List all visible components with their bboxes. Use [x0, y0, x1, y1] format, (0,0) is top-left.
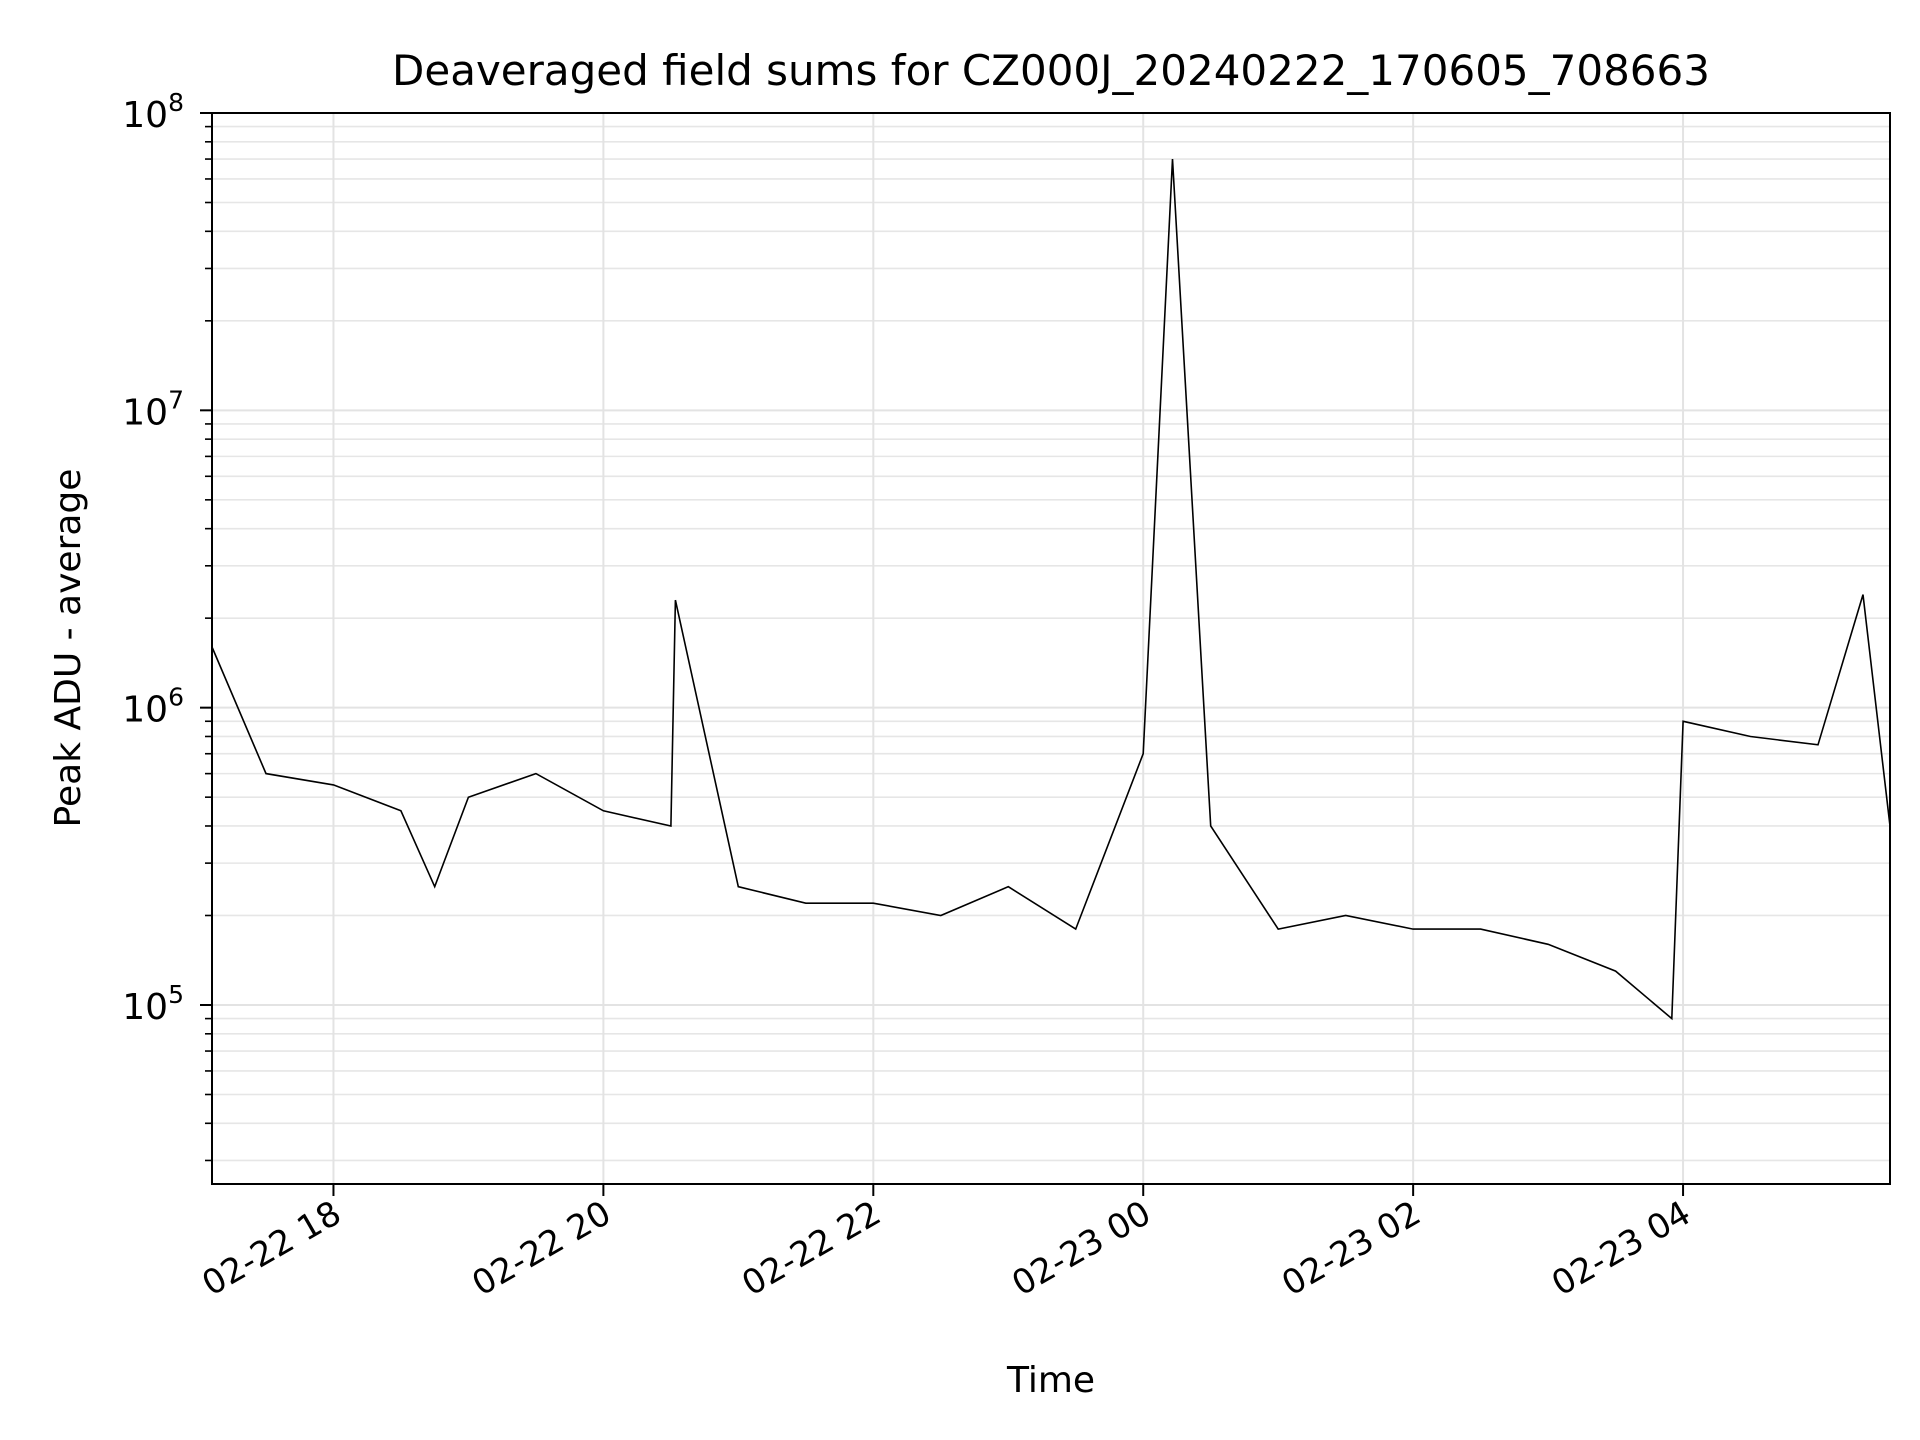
y-axis: 105 106 107 108	[122, 88, 212, 1162]
y-tick-label: 108	[122, 88, 184, 136]
chart-title: Deaveraged field sums for CZ000J_2024022…	[392, 46, 1710, 95]
plot-frame	[211, 112, 1891, 1185]
x-axis-label: Time	[1006, 1360, 1095, 1401]
y-tick-label: 106	[122, 683, 184, 731]
series-group	[211, 159, 1891, 1021]
series-line	[211, 159, 1891, 1021]
y-axis-label: Peak ADU - average	[48, 469, 89, 828]
y-tick-label: 107	[122, 385, 184, 433]
y-tick-label: 105	[122, 980, 184, 1028]
